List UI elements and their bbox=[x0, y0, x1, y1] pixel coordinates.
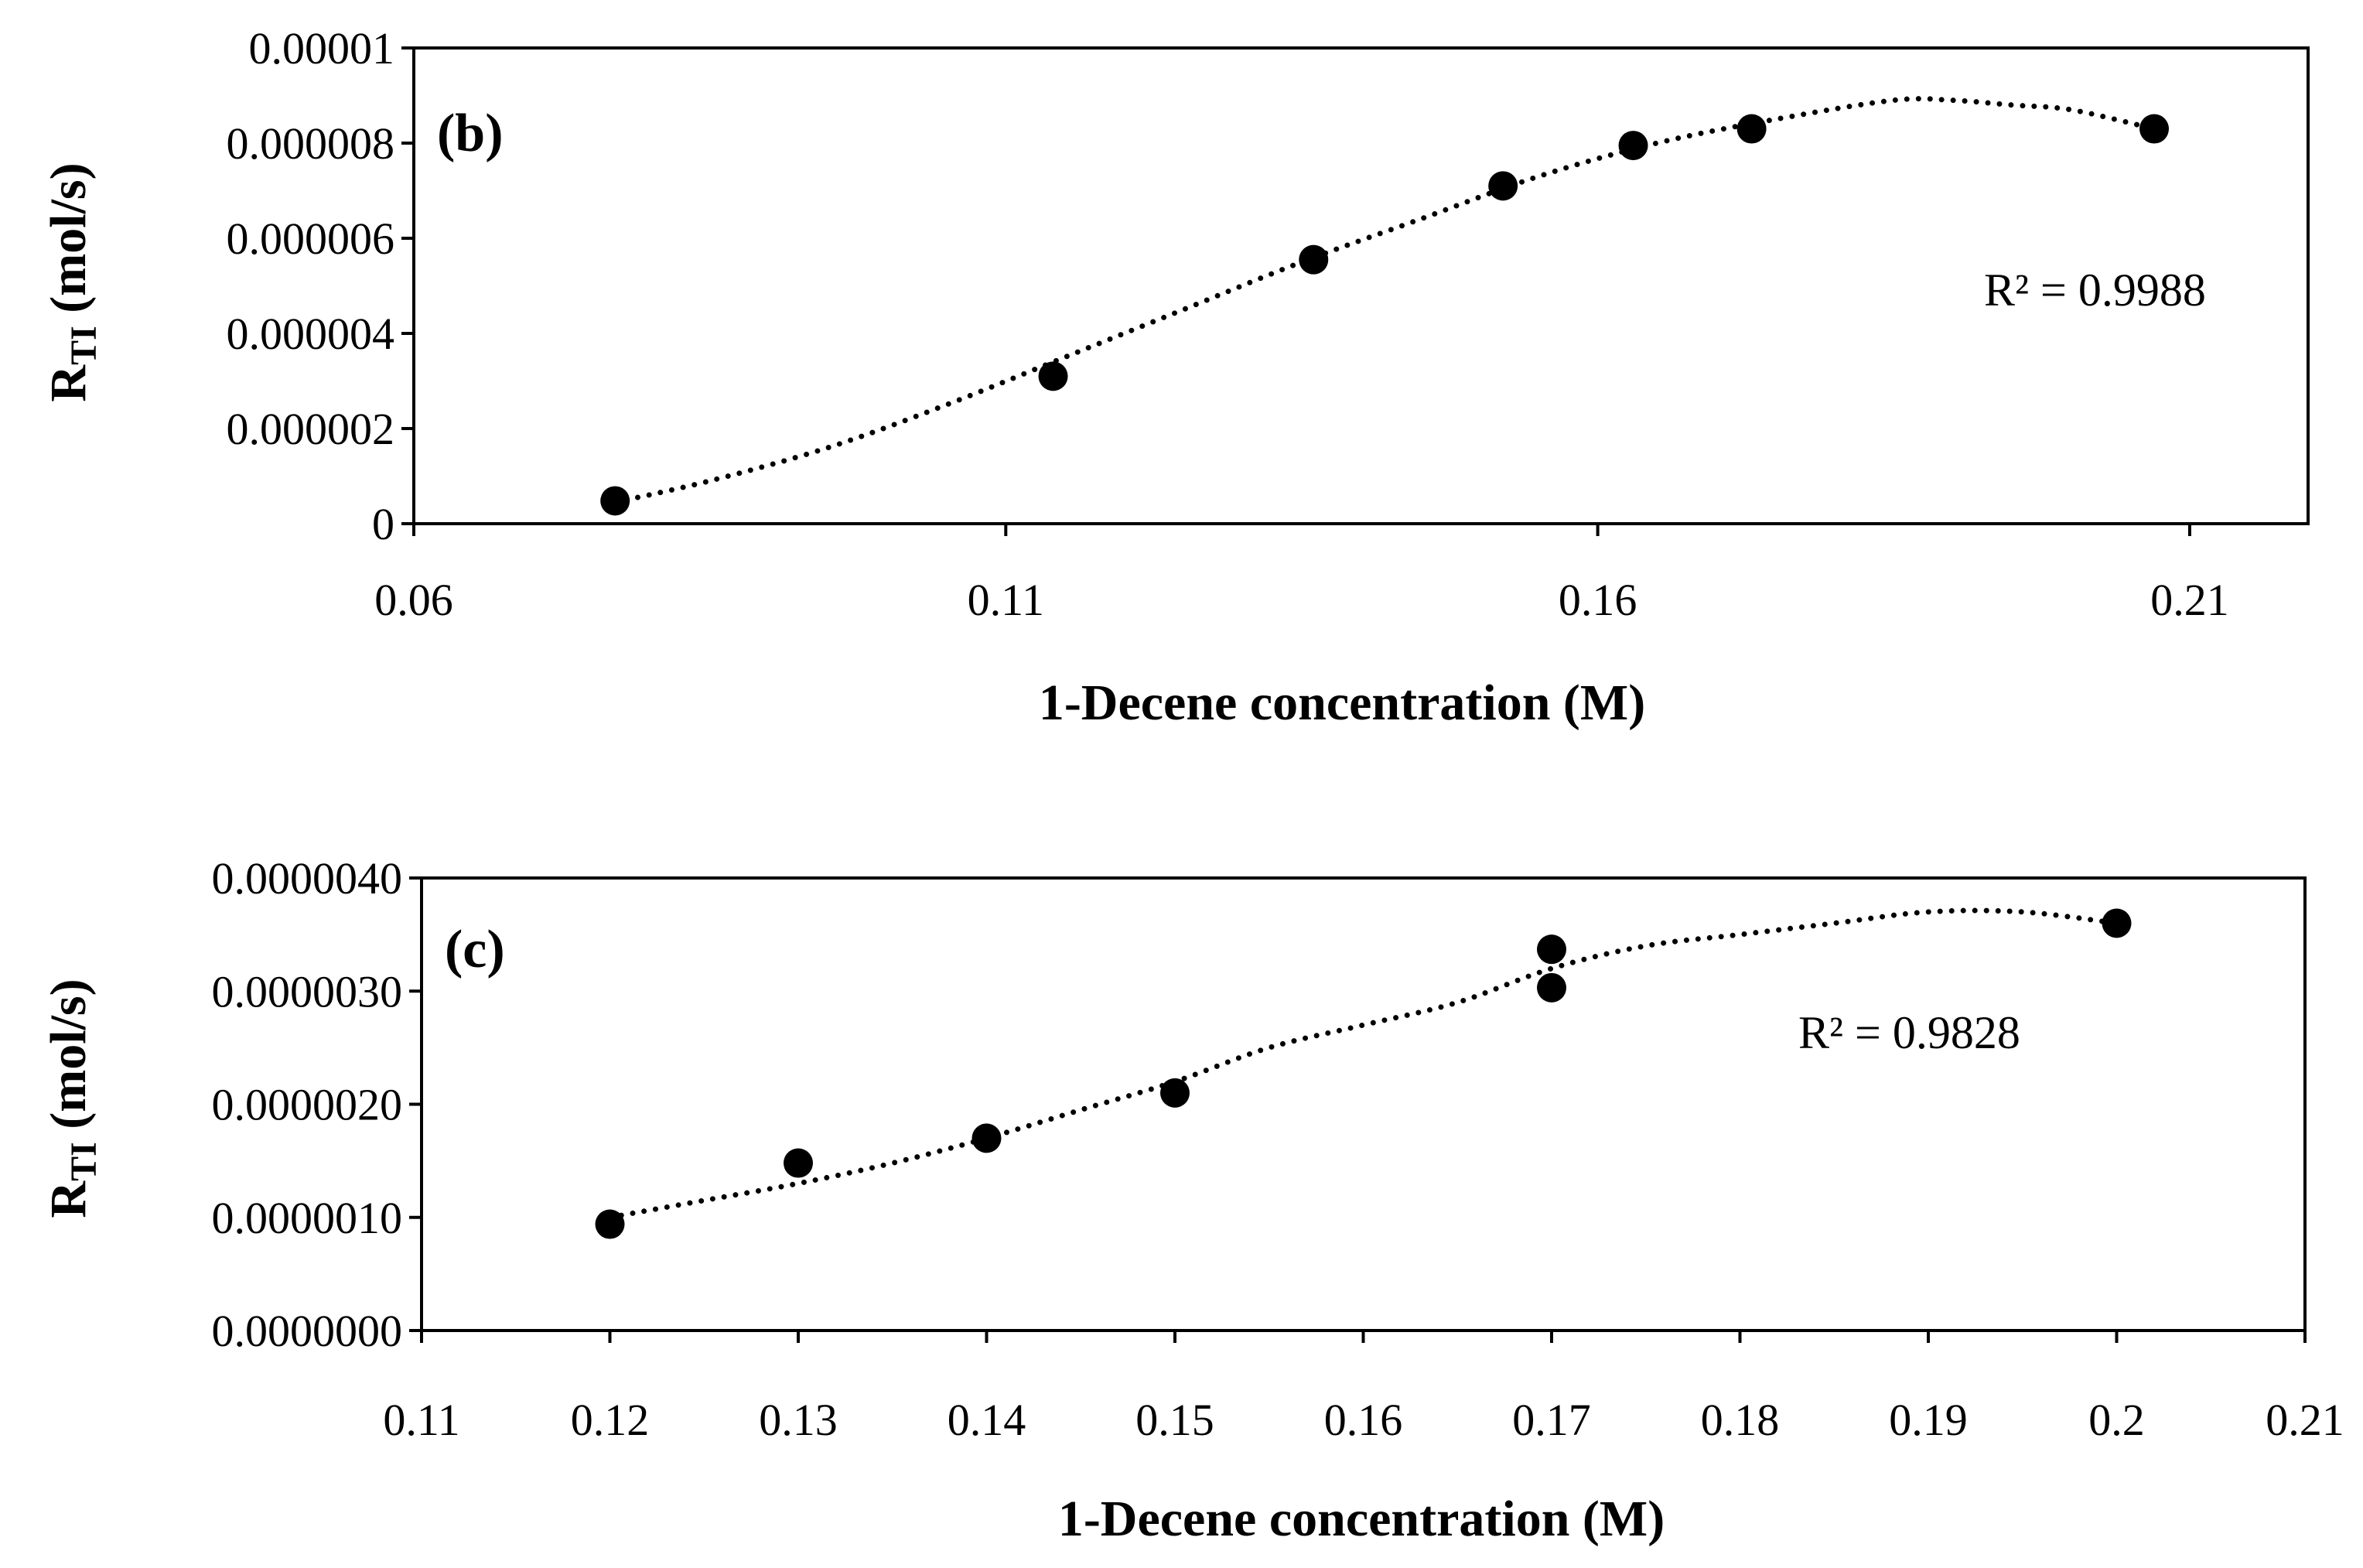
data-point bbox=[1488, 171, 1518, 201]
data-point bbox=[1537, 972, 1566, 1003]
x-tick-label: 0.2 bbox=[2088, 1395, 2145, 1445]
y-tick-label: 0.000004 bbox=[227, 309, 395, 359]
y-axis-title-sub-b: TI bbox=[63, 326, 104, 365]
data-point bbox=[2102, 908, 2132, 938]
x-tick-label: 0.14 bbox=[948, 1395, 1026, 1445]
y-tick-label: 0.0000030 bbox=[212, 966, 403, 1016]
x-tick-label: 0.11 bbox=[383, 1395, 459, 1445]
r2-annotation-c: R² = 0.9828 bbox=[1798, 1007, 2020, 1058]
x-tick-label: 0.18 bbox=[1701, 1395, 1780, 1445]
y-tick-label: 0.0000040 bbox=[212, 853, 403, 904]
data-point bbox=[1537, 934, 1566, 965]
data-point bbox=[595, 1209, 625, 1239]
x-tick-label: 0.15 bbox=[1135, 1395, 1214, 1445]
data-point bbox=[1736, 114, 1767, 144]
y-axis-title-main-c: R bbox=[40, 1180, 97, 1218]
data-point bbox=[971, 1123, 1002, 1153]
y-tick-label: 0.0000000 bbox=[212, 1306, 403, 1356]
x-tick-label: 0.11 bbox=[968, 575, 1044, 625]
panel-label-c: (c) bbox=[445, 920, 505, 979]
x-tick-label: 0.21 bbox=[2266, 1395, 2344, 1445]
data-point bbox=[1618, 131, 1648, 161]
chart-panel-c: 0.0000000 0.0000010 0.0000020 0.0000030 0.00… bbox=[40, 853, 2344, 1547]
data-point bbox=[1160, 1078, 1190, 1108]
y-tick-label: 0 bbox=[372, 499, 394, 549]
plot-area-b bbox=[412, 46, 2310, 525]
chart-panel-b: 0 0.000002 0.000004 0.000006 0.000008 0.00001… bbox=[40, 23, 2310, 731]
x-axis-ticks-c: 0.11 0.12 0.13 0.14 0.15 0.16 0.17 0.18 0.19 0.2 0… bbox=[383, 1331, 2344, 1445]
x-tick-label: 0.17 bbox=[1512, 1395, 1591, 1445]
x-tick-label: 0.16 bbox=[1324, 1395, 1403, 1445]
y-axis-ticks-b: 0 0.000002 0.000004 0.000006 0.000008 0.00001 bbox=[227, 23, 414, 549]
data-point bbox=[600, 486, 630, 516]
trendline-c bbox=[607, 907, 2119, 1221]
x-tick-label: 0.13 bbox=[759, 1395, 838, 1445]
x-axis-ticks-b: 0.06 0.11 0.16 0.21 bbox=[374, 524, 2229, 625]
panel-label-b: (b) bbox=[437, 104, 504, 163]
y-axis-title-main-b: R bbox=[40, 364, 97, 402]
y-axis-title-sub-c: TI bbox=[63, 1142, 104, 1181]
data-point bbox=[2139, 114, 2170, 144]
x-tick-label: 0.19 bbox=[1889, 1395, 1968, 1445]
data-points-c bbox=[595, 908, 2132, 1239]
data-point bbox=[784, 1148, 813, 1178]
y-axis-ticks-c: 0.0000000 0.0000010 0.0000020 0.0000030 0.00… bbox=[212, 853, 422, 1356]
x-axis-title-c: 1-Decene concentration (M) bbox=[1058, 1491, 1665, 1547]
y-tick-label: 0.0000010 bbox=[212, 1193, 403, 1243]
x-tick-label: 0.12 bbox=[571, 1395, 650, 1445]
x-tick-label: 0.16 bbox=[1559, 575, 1637, 625]
y-axis-title-unit-c: (mol/s) bbox=[40, 979, 97, 1142]
y-tick-label: 0.00001 bbox=[249, 23, 395, 73]
data-point bbox=[1038, 361, 1068, 391]
x-axis-title-b: 1-Decene concentration (M) bbox=[1039, 675, 1645, 731]
x-tick-label: 0.21 bbox=[2150, 575, 2229, 625]
r2-annotation-b: R² = 0.9988 bbox=[1984, 265, 2206, 316]
data-point bbox=[1299, 244, 1329, 275]
y-tick-label: 0.000002 bbox=[227, 404, 395, 454]
y-tick-label: 0.000008 bbox=[227, 118, 395, 169]
y-tick-label: 0.000006 bbox=[227, 214, 395, 264]
plot-area-c bbox=[420, 876, 2307, 1332]
y-tick-label: 0.0000020 bbox=[212, 1080, 403, 1130]
y-axis-title-b: RTI (mol/s) bbox=[40, 162, 104, 401]
y-axis-title-c: RTI (mol/s) bbox=[40, 979, 104, 1218]
trendline-b bbox=[612, 96, 2157, 505]
data-points-b bbox=[600, 114, 2170, 516]
x-tick-label: 0.06 bbox=[374, 575, 453, 625]
y-axis-title-unit-b: (mol/s) bbox=[40, 162, 97, 326]
